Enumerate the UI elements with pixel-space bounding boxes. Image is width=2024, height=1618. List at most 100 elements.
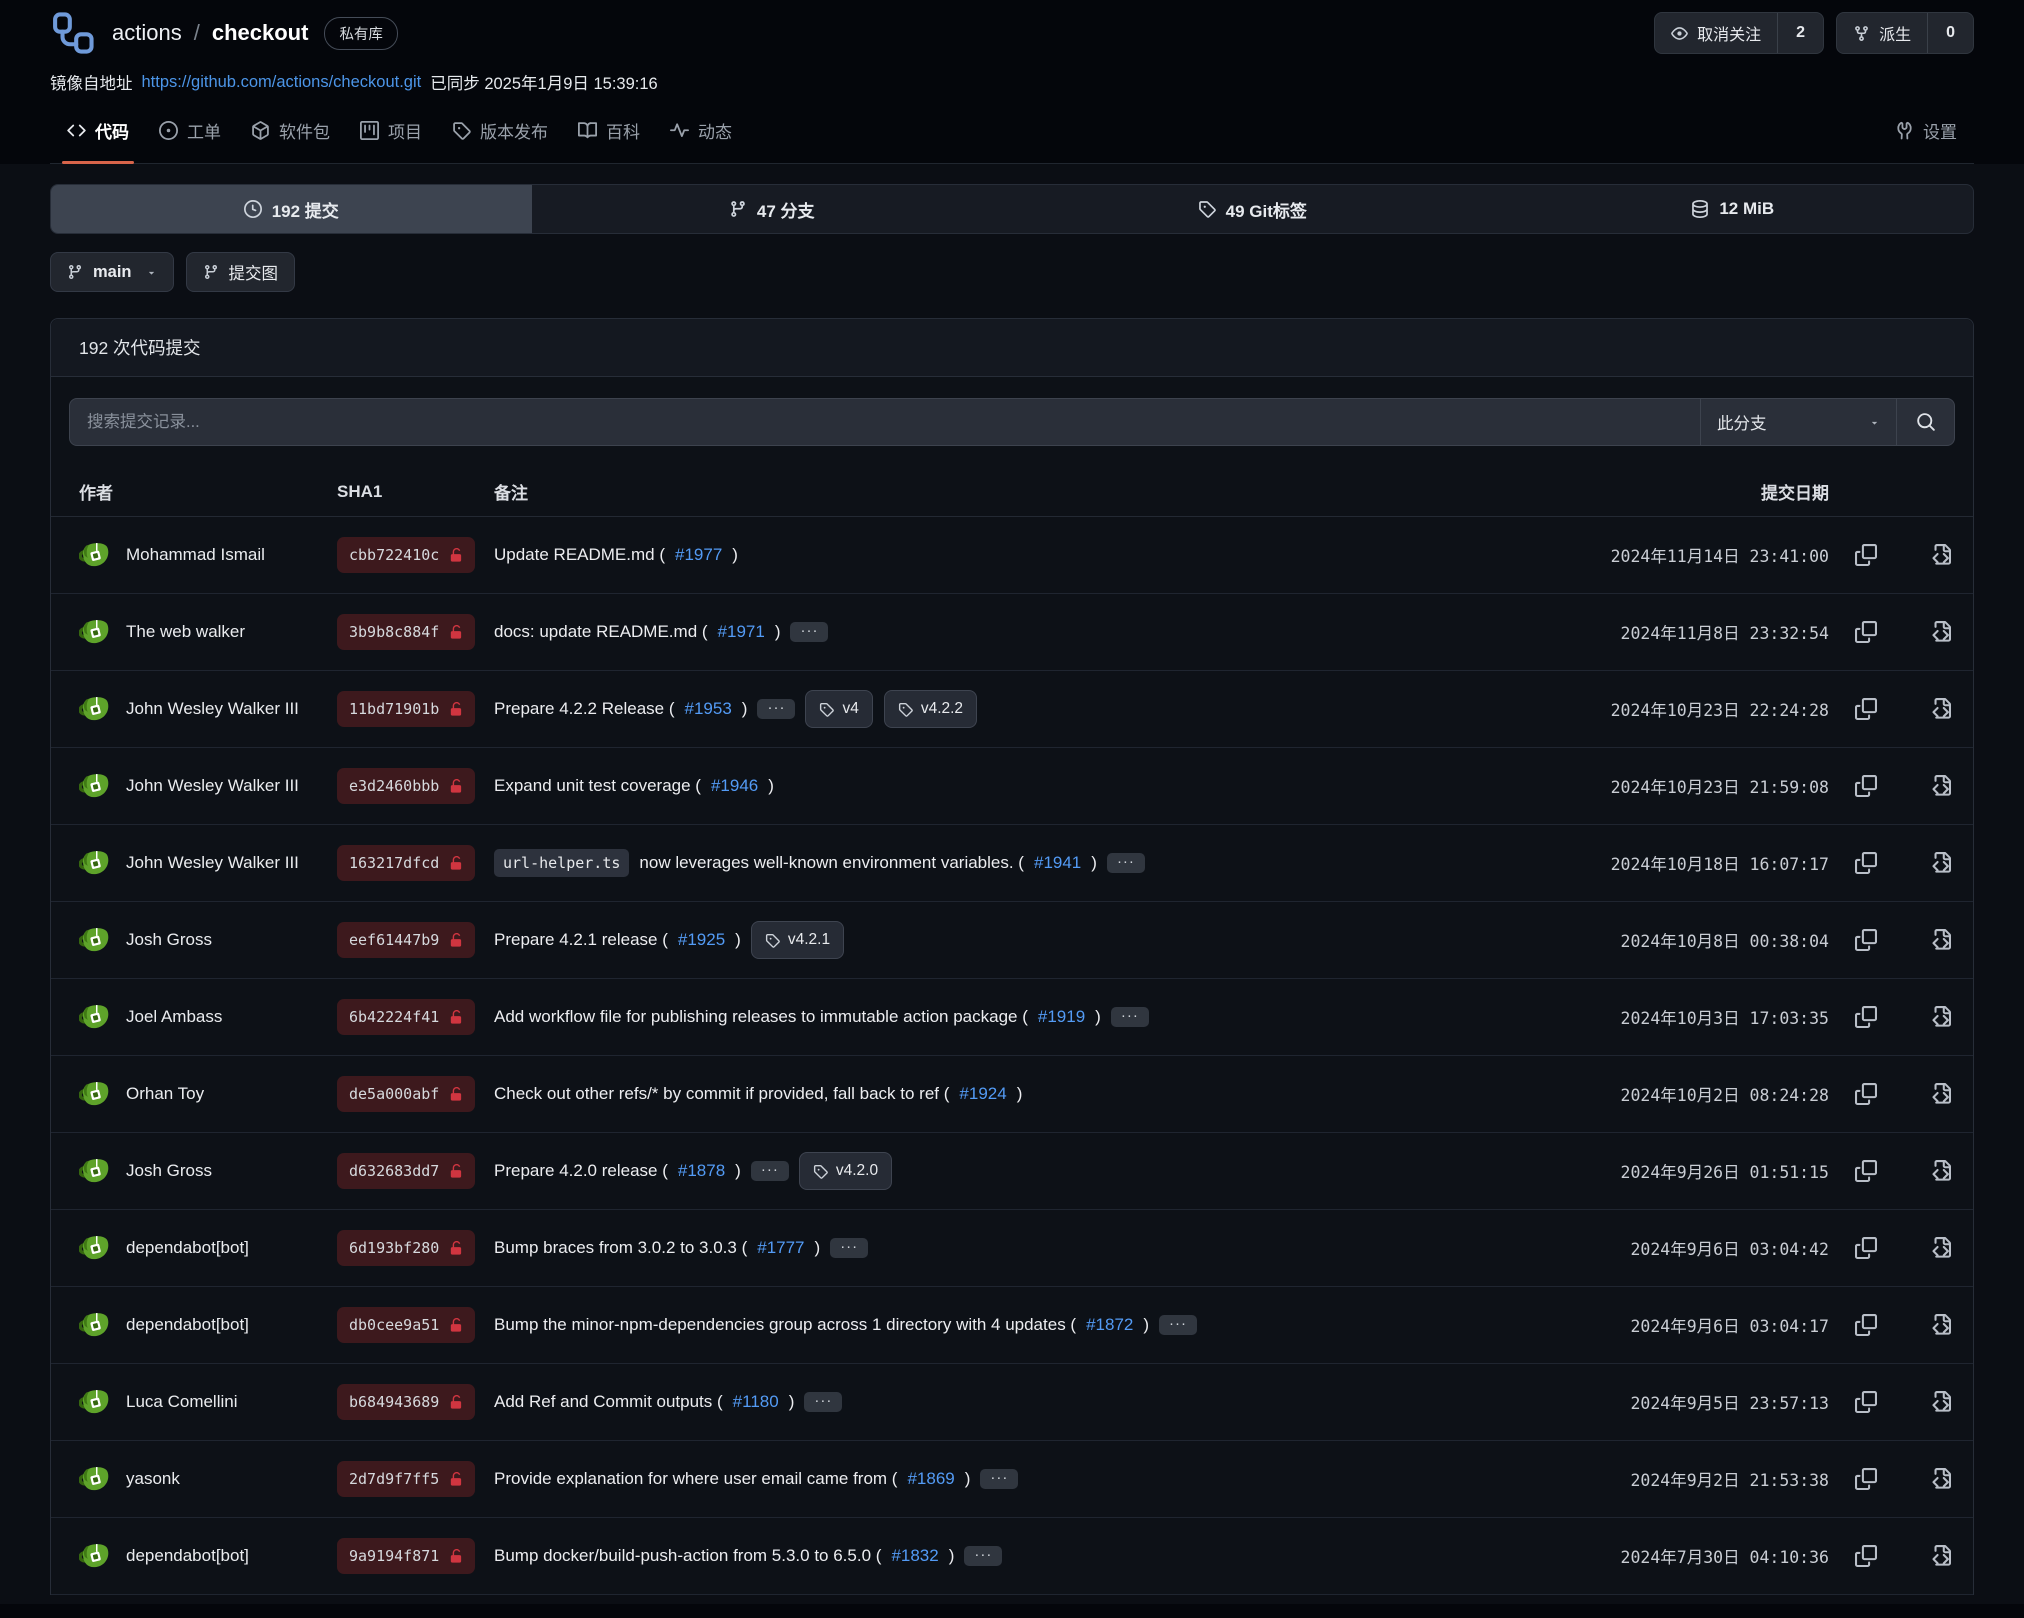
- stat-commits[interactable]: 192 提交: [51, 185, 532, 233]
- pr-link[interactable]: #1832: [891, 1546, 939, 1565]
- version-tag[interactable]: v4.2.1: [750, 921, 845, 959]
- view-file-at-commit-icon[interactable]: [1929, 698, 1951, 720]
- expand-commit-button[interactable]: ···: [750, 1161, 789, 1181]
- tab-packages[interactable]: 软件包: [236, 108, 345, 163]
- branch-filter-dropdown[interactable]: 此分支: [1700, 399, 1896, 445]
- view-file-at-commit-icon[interactable]: [1929, 1160, 1951, 1182]
- view-file-at-commit-icon[interactable]: [1929, 775, 1951, 797]
- commit-sha-link[interactable]: 2d7d9f7ff5: [337, 1461, 476, 1497]
- copy-sha-icon[interactable]: [1855, 1391, 1877, 1413]
- pr-link[interactable]: #1953: [684, 699, 732, 718]
- tab-releases[interactable]: 版本发布: [437, 108, 563, 163]
- forks-count[interactable]: 0: [1927, 13, 1973, 53]
- commit-author[interactable]: yasonk: [79, 1465, 337, 1493]
- view-file-at-commit-icon[interactable]: [1929, 929, 1951, 951]
- tab-settings[interactable]: 设置: [1880, 108, 1972, 163]
- pr-link[interactable]: #1946: [710, 776, 759, 795]
- commit-sha-link[interactable]: b684943689: [337, 1384, 476, 1420]
- tab-projects[interactable]: 项目: [345, 108, 437, 163]
- expand-commit-button[interactable]: ···: [964, 1546, 1003, 1566]
- view-file-at-commit-icon[interactable]: [1929, 1006, 1951, 1028]
- expand-commit-button[interactable]: ···: [757, 699, 796, 719]
- commit-author[interactable]: John Wesley Walker III: [79, 695, 337, 723]
- expand-commit-button[interactable]: ···: [980, 1469, 1019, 1489]
- expand-commit-button[interactable]: ···: [804, 1392, 843, 1412]
- commit-author[interactable]: Luca Comellini: [79, 1388, 337, 1416]
- view-file-at-commit-icon[interactable]: [1929, 1237, 1951, 1259]
- copy-sha-icon[interactable]: [1855, 544, 1877, 566]
- copy-sha-icon[interactable]: [1855, 852, 1877, 874]
- commit-author[interactable]: The web walker: [79, 618, 337, 646]
- expand-commit-button[interactable]: ···: [790, 622, 829, 642]
- site-logo-icon[interactable]: [50, 10, 96, 56]
- breadcrumb-repo-link[interactable]: checkout: [211, 20, 309, 45]
- search-input[interactable]: [70, 399, 1700, 445]
- commit-sha-link[interactable]: 6b42224f41: [337, 999, 476, 1035]
- copy-sha-icon[interactable]: [1855, 1237, 1877, 1259]
- expand-commit-button[interactable]: ···: [1106, 853, 1145, 873]
- commit-sha-link[interactable]: 6d193bf280: [337, 1230, 476, 1266]
- view-file-at-commit-icon[interactable]: [1929, 621, 1951, 643]
- mirror-url-link[interactable]: https://github.com/actions/checkout.git: [141, 72, 422, 91]
- view-file-at-commit-icon[interactable]: [1929, 1545, 1951, 1567]
- commit-sha-link[interactable]: de5a000abf: [337, 1076, 476, 1112]
- tab-activity[interactable]: 动态: [655, 108, 747, 163]
- stat-git-tags[interactable]: 49 Git标签: [1012, 185, 1493, 233]
- watchers-count[interactable]: 2: [1777, 13, 1823, 53]
- expand-commit-button[interactable]: ···: [1110, 1007, 1149, 1027]
- copy-sha-icon[interactable]: [1855, 775, 1877, 797]
- version-tag[interactable]: v4.2.2: [883, 690, 978, 728]
- copy-sha-icon[interactable]: [1855, 1545, 1877, 1567]
- view-file-at-commit-icon[interactable]: [1929, 1314, 1951, 1336]
- pr-link[interactable]: #1941: [1033, 853, 1082, 872]
- copy-sha-icon[interactable]: [1855, 1006, 1877, 1028]
- view-file-at-commit-icon[interactable]: [1929, 1391, 1951, 1413]
- copy-sha-icon[interactable]: [1855, 1314, 1877, 1336]
- commit-graph-button[interactable]: 提交图: [185, 252, 296, 292]
- pr-link[interactable]: #1878: [677, 1161, 726, 1180]
- commit-sha-link[interactable]: e3d2460bbb: [337, 768, 476, 804]
- branch-selector[interactable]: main: [50, 252, 174, 292]
- version-tag[interactable]: v4.2.0: [798, 1152, 893, 1190]
- copy-sha-icon[interactable]: [1855, 1083, 1877, 1105]
- commit-author[interactable]: dependabot[bot]: [79, 1311, 337, 1339]
- copy-sha-icon[interactable]: [1855, 1160, 1877, 1182]
- pr-link[interactable]: #1872: [1086, 1315, 1134, 1334]
- view-file-at-commit-icon[interactable]: [1929, 1468, 1951, 1490]
- unwatch-button[interactable]: 取消关注 2: [1654, 12, 1825, 54]
- tab-code[interactable]: 代码: [52, 108, 144, 164]
- commit-sha-link[interactable]: 163217dfcd: [337, 845, 476, 881]
- commit-author[interactable]: Mohammad Ismail: [79, 541, 337, 569]
- copy-sha-icon[interactable]: [1855, 929, 1877, 951]
- pr-link[interactable]: #1971: [717, 622, 765, 641]
- breadcrumb-owner-link[interactable]: actions: [112, 20, 182, 45]
- view-file-at-commit-icon[interactable]: [1929, 1083, 1951, 1105]
- commit-sha-link[interactable]: 9a9194f871: [337, 1538, 476, 1574]
- expand-commit-button[interactable]: ···: [1159, 1315, 1198, 1335]
- commit-sha-link[interactable]: 3b9b8c884f: [337, 614, 476, 650]
- stat-branches[interactable]: 47 分支: [532, 185, 1013, 233]
- commit-sha-link[interactable]: eef61447b9: [337, 922, 476, 958]
- version-tag[interactable]: v4: [805, 690, 873, 728]
- tab-wiki[interactable]: 百科: [563, 108, 655, 163]
- pr-link[interactable]: #1925: [677, 930, 726, 949]
- copy-sha-icon[interactable]: [1855, 698, 1877, 720]
- search-button[interactable]: [1896, 399, 1954, 445]
- pr-link[interactable]: #1869: [907, 1469, 955, 1488]
- commit-author[interactable]: Josh Gross: [79, 1157, 337, 1185]
- pr-link[interactable]: #1924: [959, 1084, 1007, 1103]
- commit-author[interactable]: Josh Gross: [79, 926, 337, 954]
- commit-author[interactable]: John Wesley Walker III: [79, 849, 337, 877]
- commit-sha-link[interactable]: d632683dd7: [337, 1153, 476, 1189]
- commit-author[interactable]: dependabot[bot]: [79, 1234, 337, 1262]
- pr-link[interactable]: #1977: [675, 545, 723, 564]
- view-file-at-commit-icon[interactable]: [1929, 852, 1951, 874]
- fork-button[interactable]: 派生 0: [1836, 12, 1974, 54]
- view-file-at-commit-icon[interactable]: [1929, 544, 1951, 566]
- commit-sha-link[interactable]: db0cee9a51: [337, 1307, 476, 1343]
- commit-author[interactable]: dependabot[bot]: [79, 1542, 337, 1570]
- commit-sha-link[interactable]: cbb722410c: [337, 537, 476, 573]
- pr-link[interactable]: #1777: [757, 1238, 805, 1257]
- commit-sha-link[interactable]: 11bd71901b: [337, 691, 476, 727]
- commit-author[interactable]: Orhan Toy: [79, 1080, 337, 1108]
